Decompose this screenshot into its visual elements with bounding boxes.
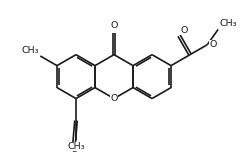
Text: O: O xyxy=(209,40,216,49)
Text: O: O xyxy=(70,145,78,154)
Text: O: O xyxy=(110,21,118,30)
Text: O: O xyxy=(180,26,188,35)
Text: O: O xyxy=(110,94,118,103)
Text: CH₃: CH₃ xyxy=(219,19,236,29)
Text: CH₃: CH₃ xyxy=(22,46,39,55)
Text: CH₃: CH₃ xyxy=(67,142,85,151)
